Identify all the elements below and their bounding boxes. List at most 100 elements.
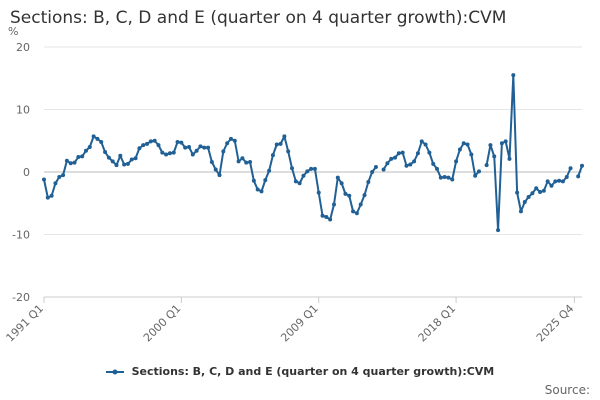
data-point <box>320 213 325 218</box>
legend-swatch <box>105 369 124 375</box>
data-point <box>385 161 390 166</box>
data-point <box>80 154 85 159</box>
data-point <box>118 153 123 158</box>
source-credits[interactable]: Source: <box>544 383 590 397</box>
data-point <box>232 138 237 143</box>
data-point <box>267 168 272 173</box>
data-point <box>476 169 481 174</box>
data-point <box>343 191 348 196</box>
y-axis-unit-label: % <box>8 25 18 38</box>
data-point <box>370 170 375 174</box>
data-point <box>64 158 69 163</box>
data-point <box>503 139 508 144</box>
data-point <box>564 175 569 179</box>
data-point <box>228 136 233 141</box>
data-point <box>538 190 543 194</box>
data-point <box>133 156 138 161</box>
chart-title: Sections: B, C, D and E (quarter on 4 qu… <box>10 8 507 28</box>
data-point <box>389 156 394 161</box>
y-tick-label: 10 <box>16 104 30 117</box>
data-point <box>541 188 546 193</box>
data-point <box>129 157 134 162</box>
data-point <box>171 150 176 155</box>
data-point <box>206 145 211 150</box>
data-point <box>76 155 81 159</box>
data-point <box>286 149 291 154</box>
data-point <box>137 146 142 151</box>
data-point <box>400 150 405 155</box>
x-axis-ticks: 1991 Q1 2000 Q1 2009 Q1 2018 Q1 2025 Q4 <box>4 297 577 345</box>
data-point <box>316 190 321 195</box>
data-point <box>549 183 554 188</box>
data-point <box>175 140 180 144</box>
data-point <box>347 193 352 198</box>
data-point <box>91 134 96 139</box>
data-point <box>305 169 310 174</box>
data-point <box>484 163 489 168</box>
data-point <box>244 160 249 165</box>
data-point <box>415 151 420 156</box>
series-group[interactable] <box>42 73 584 233</box>
data-point <box>373 165 378 169</box>
data-point <box>393 155 398 160</box>
data-point <box>507 156 512 161</box>
legend[interactable]: Sections: B, C, D and E (quarter on 4 qu… <box>0 365 600 378</box>
data-point <box>515 190 520 195</box>
data-point <box>141 143 146 148</box>
data-point <box>164 152 169 157</box>
data-point <box>293 179 298 184</box>
data-point <box>186 145 191 149</box>
data-point <box>580 163 584 168</box>
data-point <box>522 200 527 204</box>
data-point <box>419 139 424 144</box>
data-point <box>309 166 314 171</box>
data-point <box>145 141 150 146</box>
legend-label: Sections: B, C, D and E (quarter on 4 qu… <box>131 365 495 378</box>
data-point <box>335 175 340 180</box>
data-point <box>438 175 443 180</box>
data-point <box>324 215 329 219</box>
data-point <box>560 179 565 184</box>
y-tick-label: -20 <box>12 291 30 304</box>
data-point <box>152 138 157 143</box>
data-point <box>450 177 455 182</box>
data-point <box>404 163 409 168</box>
y-tick-label: 20 <box>16 41 30 54</box>
data-point <box>339 181 344 186</box>
data-point <box>45 195 50 200</box>
data-point <box>194 148 199 153</box>
data-point <box>435 166 440 171</box>
data-point <box>278 141 283 146</box>
data-point <box>114 163 119 168</box>
data-point <box>274 142 279 147</box>
data-point <box>488 143 493 148</box>
data-point <box>49 193 54 198</box>
data-point <box>156 143 161 148</box>
data-point <box>209 160 214 164</box>
data-point <box>499 141 504 146</box>
data-point <box>42 177 46 182</box>
data-point <box>366 180 371 184</box>
data-point <box>259 189 264 194</box>
data-point <box>225 141 230 146</box>
data-point <box>301 173 306 178</box>
data-point <box>530 191 535 196</box>
data-point <box>518 209 523 214</box>
data-point <box>110 159 115 164</box>
data-point <box>72 160 77 165</box>
data-point <box>465 142 470 147</box>
series-line <box>43 74 583 232</box>
data-point <box>53 181 58 186</box>
data-point <box>217 173 222 178</box>
x-tick-label: 2025 Q4 <box>534 302 577 345</box>
data-point <box>221 149 226 154</box>
data-point <box>496 228 501 233</box>
data-point <box>61 173 66 178</box>
data-point <box>526 195 531 199</box>
data-point <box>354 211 359 216</box>
data-point <box>469 152 474 157</box>
data-point <box>358 202 363 207</box>
data-point <box>95 136 100 141</box>
data-point <box>446 175 451 180</box>
